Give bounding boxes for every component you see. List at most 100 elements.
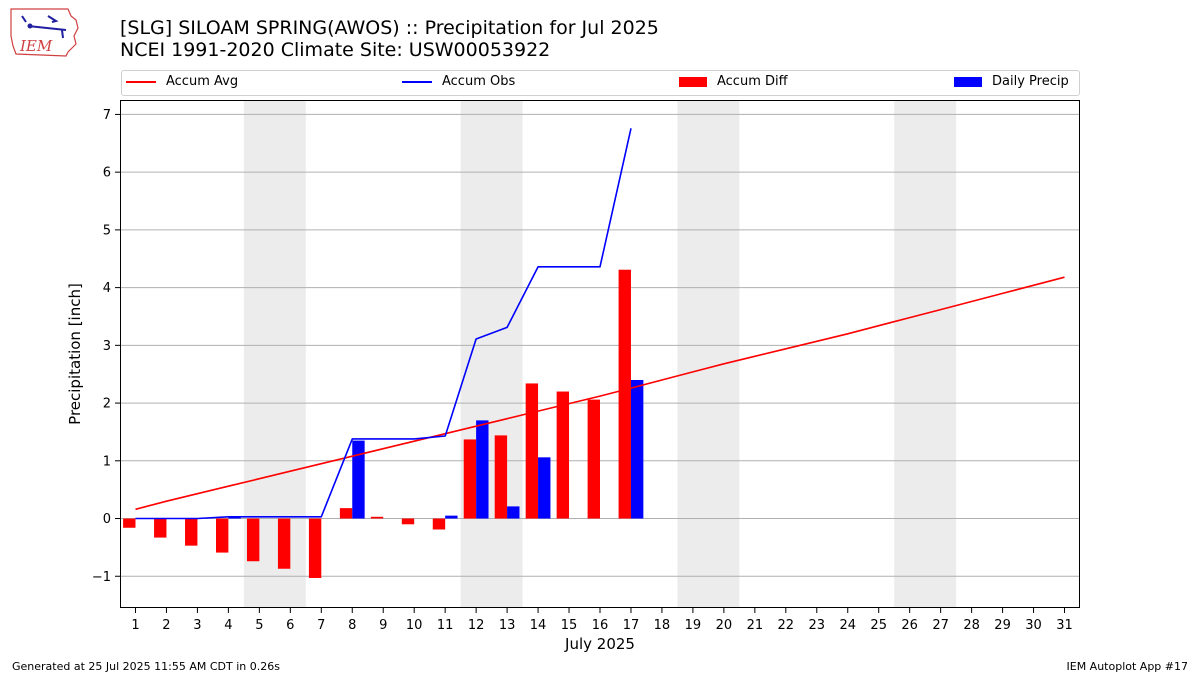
- logo-text: IEM: [19, 37, 53, 55]
- accum-diff-bar: [339, 508, 353, 519]
- y-tick-label: 3: [103, 339, 111, 354]
- x-tick-label: 7: [317, 618, 325, 633]
- x-tick-label: 5: [255, 618, 263, 633]
- x-tick-label: 15: [561, 618, 578, 633]
- x-tick-label: 17: [623, 618, 640, 633]
- x-tick-label: 16: [592, 618, 609, 633]
- x-tick-label: 19: [685, 618, 702, 633]
- y-tick-label: −1: [92, 570, 111, 585]
- y-axis-label: Precipitation [inch]: [66, 283, 84, 425]
- x-tick-label: 9: [379, 618, 387, 633]
- x-tick-label: 29: [994, 618, 1011, 633]
- x-tick-label: 28: [963, 618, 980, 633]
- x-tick-label: 12: [468, 618, 485, 633]
- iem-logo: IEM: [10, 8, 79, 57]
- daily-precip-bar: [445, 515, 458, 519]
- x-tick-label: 20: [716, 618, 733, 633]
- x-tick-label: 26: [901, 618, 918, 633]
- x-tick-label: 30: [1025, 618, 1042, 633]
- x-tick-label: 14: [530, 618, 547, 633]
- accum-diff-bar: [587, 399, 600, 519]
- legend-item-daily-precip: Daily Precip: [954, 74, 1069, 92]
- weekend-band: [460, 100, 523, 608]
- x-tick-label: 2: [162, 618, 170, 633]
- legend-item-accum-obs: Accum Obs: [402, 74, 515, 92]
- line-series: [135, 128, 1065, 520]
- accum-avg-line: [135, 276, 1065, 511]
- x-tick-label: 11: [437, 618, 454, 633]
- iowa-state-outline: [10, 8, 79, 57]
- footer-generated-text: Generated at 25 Jul 2025 11:55 AM CDT in…: [12, 660, 280, 673]
- accum-diff-bar: [618, 269, 631, 519]
- plot-frame: [120, 100, 1080, 608]
- weekend-band: [677, 100, 740, 608]
- y-tick-label: 5: [103, 223, 111, 238]
- footer-app-text: IEM Autoplot App #17: [1066, 660, 1189, 673]
- legend-swatch-accum-avg: [126, 80, 156, 83]
- x-tick-label: 21: [747, 618, 764, 633]
- legend-item-accum-diff: Accum Diff: [679, 74, 788, 92]
- vane-center-icon: [27, 23, 33, 29]
- y-tick-label: 2: [103, 397, 111, 412]
- legend-item-accum-avg: Accum Avg: [126, 74, 238, 92]
- y-tick-label: 4: [103, 281, 111, 296]
- accum-diff-bar: [154, 518, 167, 538]
- y-tick-label: 6: [103, 166, 111, 181]
- y-axis: −1 0 1 2 3 4 5 6 7: [92, 108, 120, 585]
- bar-series: [123, 269, 644, 578]
- daily-precip-bar: [228, 516, 241, 519]
- daily-precip-bar: [630, 379, 644, 519]
- accum-diff-bar: [370, 516, 384, 519]
- accum-diff-bar: [525, 383, 539, 519]
- daily-precip-bar: [507, 506, 520, 519]
- x-tick-label: 18: [654, 618, 671, 633]
- y-tick-label: 7: [103, 108, 111, 123]
- y-tick-label: 0: [103, 512, 111, 527]
- chart-legend: Accum Avg Accum Obs Accum Diff Daily Pre…: [121, 70, 1080, 96]
- x-tick-label: 13: [499, 618, 516, 633]
- grid-lines: [120, 113, 1080, 577]
- x-tick-label: 6: [286, 618, 294, 633]
- legend-label-accum-diff: Accum Diff: [717, 74, 788, 89]
- accum-obs-line: [135, 128, 632, 520]
- x-tick-label: 24: [839, 618, 856, 633]
- accum-diff-bar: [277, 518, 291, 569]
- legend-label-accum-obs: Accum Obs: [442, 74, 516, 89]
- x-tick-label: 23: [809, 618, 826, 633]
- x-tick-label: 4: [224, 618, 232, 633]
- legend-swatch-daily-precip: [954, 76, 982, 87]
- accum-diff-bar: [246, 518, 260, 562]
- daily-precip-bar: [476, 420, 489, 519]
- x-tick-label: 1: [131, 618, 139, 633]
- daily-precip-bar: [538, 457, 551, 519]
- accum-diff-bar: [308, 518, 322, 578]
- x-axis-label: July 2025: [564, 635, 635, 653]
- legend-swatch-accum-obs: [402, 80, 432, 83]
- weekend-bands: [243, 100, 957, 608]
- accum-diff-bar: [123, 518, 136, 528]
- accum-diff-bar: [216, 518, 229, 553]
- y-tick-label: 1: [103, 454, 111, 469]
- accum-diff-bar: [432, 518, 446, 530]
- x-axis: 1 2 3 4 5 6 7 8 9 10 11 12 13 14 15 16 17 18 19 20 21 22 23 24 2…: [131, 608, 1073, 633]
- x-tick-label: 3: [193, 618, 201, 633]
- accum-diff-bar: [556, 391, 570, 519]
- x-tick-label: 25: [870, 618, 887, 633]
- chart-subtitle: NCEI 1991-2020 Climate Site: USW00053922: [120, 39, 551, 61]
- x-tick-label: 31: [1056, 618, 1073, 633]
- x-tick-label: 27: [932, 618, 949, 633]
- legend-label-accum-avg: Accum Avg: [166, 74, 239, 89]
- legend-swatch-accum-diff: [679, 76, 707, 87]
- legend-label-daily-precip: Daily Precip: [992, 74, 1069, 89]
- accum-diff-bar: [463, 439, 477, 519]
- daily-precip-bar: [352, 440, 365, 519]
- accum-diff-bar: [401, 518, 415, 525]
- chart-title: [SLG] SILOAM SPRING(AWOS) :: Precipitati…: [120, 17, 659, 39]
- accum-diff-bar: [494, 435, 508, 519]
- x-tick-label: 10: [406, 618, 423, 633]
- x-tick-label: 8: [348, 618, 356, 633]
- x-tick-label: 22: [778, 618, 795, 633]
- weather-vane-icon: [21, 15, 67, 39]
- accum-diff-bar: [185, 518, 198, 546]
